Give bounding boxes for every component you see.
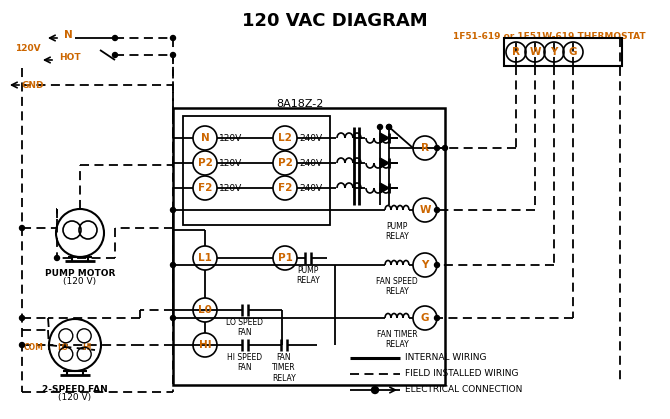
Text: 8A18Z-2: 8A18Z-2: [276, 99, 324, 109]
Text: 2-SPEED FAN: 2-SPEED FAN: [42, 385, 108, 394]
Text: HI SPEED
FAN: HI SPEED FAN: [227, 353, 263, 372]
Circle shape: [377, 124, 383, 129]
Polygon shape: [380, 133, 389, 143]
Text: R: R: [512, 47, 520, 57]
Circle shape: [170, 262, 176, 267]
Circle shape: [19, 342, 25, 347]
Text: INTERNAL WIRING: INTERNAL WIRING: [405, 354, 486, 362]
Text: F2: F2: [278, 183, 292, 193]
Text: W: W: [419, 205, 431, 215]
Text: Y: Y: [421, 260, 429, 270]
Polygon shape: [380, 158, 389, 168]
Text: L0: L0: [198, 305, 212, 315]
Text: HOT: HOT: [59, 52, 81, 62]
Text: P1: P1: [277, 253, 292, 263]
Text: FIELD INSTALLED WIRING: FIELD INSTALLED WIRING: [405, 370, 519, 378]
Text: 120V: 120V: [15, 44, 41, 52]
Text: 240V: 240V: [299, 158, 322, 168]
Text: N: N: [200, 133, 209, 143]
Circle shape: [19, 225, 25, 230]
Circle shape: [387, 124, 391, 129]
Text: 240V: 240V: [299, 184, 322, 192]
Text: FAN SPEED
RELAY: FAN SPEED RELAY: [376, 277, 418, 296]
Bar: [183, 116, 330, 225]
Text: G: G: [569, 47, 578, 57]
Text: PUMP
RELAY: PUMP RELAY: [296, 266, 320, 285]
Circle shape: [170, 52, 176, 57]
Text: HI: HI: [82, 342, 92, 352]
Circle shape: [170, 316, 176, 321]
Text: 1F51-619 or 1F51W-619 THERMOSTAT: 1F51-619 or 1F51W-619 THERMOSTAT: [453, 32, 645, 41]
Text: 240V: 240V: [299, 134, 322, 142]
Text: PUMP
RELAY: PUMP RELAY: [385, 222, 409, 241]
Text: COM: COM: [23, 342, 43, 352]
Text: FAN TIMER
RELAY: FAN TIMER RELAY: [377, 330, 417, 349]
Text: ELECTRICAL CONNECTION: ELECTRICAL CONNECTION: [405, 385, 523, 395]
Text: FAN
TIMER
RELAY: FAN TIMER RELAY: [272, 353, 296, 383]
Circle shape: [113, 52, 117, 57]
Bar: [504, 38, 622, 66]
Text: (120 V): (120 V): [58, 393, 92, 402]
Circle shape: [435, 262, 440, 267]
Text: L2: L2: [278, 133, 292, 143]
Circle shape: [170, 207, 176, 212]
Text: F2: F2: [198, 183, 212, 193]
Text: P2: P2: [277, 158, 292, 168]
Circle shape: [113, 36, 117, 41]
Text: 120V: 120V: [219, 158, 243, 168]
Polygon shape: [380, 183, 389, 193]
Text: W: W: [529, 47, 541, 57]
Text: 120V: 120V: [219, 184, 243, 192]
Text: R: R: [421, 143, 429, 153]
Circle shape: [19, 316, 25, 321]
Circle shape: [442, 145, 448, 150]
Text: 120 VAC DIAGRAM: 120 VAC DIAGRAM: [242, 12, 428, 30]
Text: 120V: 120V: [219, 134, 243, 142]
Text: PUMP MOTOR: PUMP MOTOR: [45, 269, 115, 278]
Text: HI: HI: [199, 340, 211, 350]
Text: GND: GND: [22, 80, 44, 90]
Text: P2: P2: [198, 158, 212, 168]
Circle shape: [435, 145, 440, 150]
Text: (120 V): (120 V): [64, 277, 96, 286]
Text: LO SPEED
FAN: LO SPEED FAN: [226, 318, 263, 337]
Circle shape: [54, 256, 60, 261]
Bar: [173, 108, 445, 385]
Text: Y: Y: [550, 47, 557, 57]
Text: LO: LO: [58, 342, 68, 352]
Circle shape: [435, 207, 440, 212]
Circle shape: [371, 386, 379, 393]
Text: G: G: [421, 313, 429, 323]
Text: L1: L1: [198, 253, 212, 263]
Circle shape: [387, 124, 391, 129]
Circle shape: [435, 316, 440, 321]
Circle shape: [170, 36, 176, 41]
Text: N: N: [64, 30, 72, 40]
